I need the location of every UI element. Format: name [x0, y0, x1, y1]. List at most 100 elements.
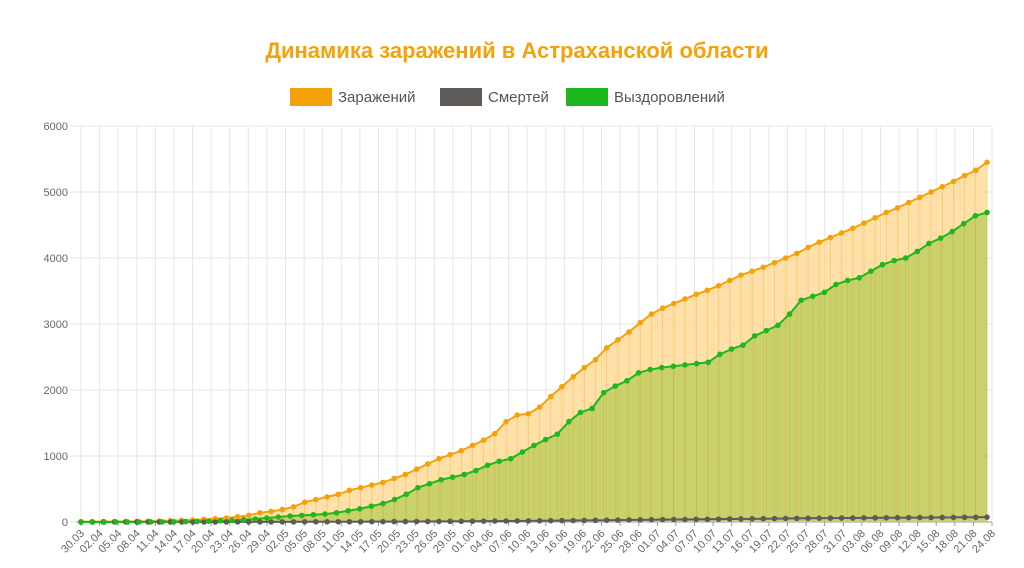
point-deaths[interactable] [928, 514, 934, 521]
point-infected[interactable] [794, 250, 800, 257]
point-infected[interactable] [357, 484, 364, 491]
point-recovered[interactable] [229, 517, 235, 524]
point-infected[interactable] [894, 205, 901, 211]
point-recovered[interactable] [484, 462, 491, 469]
point-recovered[interactable] [368, 503, 375, 509]
point-infected[interactable] [391, 475, 397, 482]
point-deaths[interactable] [402, 518, 409, 525]
point-deaths[interactable] [715, 516, 722, 522]
legend-label-infected[interactable]: Заражений [338, 89, 416, 106]
point-recovered[interactable] [322, 511, 328, 517]
point-deaths[interactable] [704, 516, 711, 523]
point-deaths[interactable] [637, 517, 644, 523]
point-recovered[interactable] [426, 480, 433, 487]
point-deaths[interactable] [492, 518, 498, 524]
point-recovered[interactable] [844, 277, 851, 284]
point-infected[interactable] [905, 199, 912, 206]
point-recovered[interactable] [113, 519, 119, 525]
point-recovered[interactable] [171, 518, 177, 525]
point-deaths[interactable] [536, 518, 543, 524]
point-deaths[interactable] [447, 518, 453, 525]
point-infected[interactable] [458, 447, 465, 454]
point-infected[interactable] [380, 479, 386, 486]
point-infected[interactable] [671, 300, 677, 307]
point-deaths[interactable] [726, 516, 733, 522]
point-recovered[interactable] [136, 519, 142, 525]
legend-label-deaths[interactable]: Смертей [488, 89, 549, 106]
point-deaths[interactable] [872, 515, 878, 521]
point-deaths[interactable] [782, 515, 789, 522]
point-recovered[interactable] [147, 519, 154, 525]
point-infected[interactable] [984, 159, 990, 166]
point-recovered[interactable] [124, 519, 131, 525]
point-deaths[interactable] [659, 516, 666, 523]
point-recovered[interactable] [717, 351, 723, 358]
point-infected[interactable] [827, 234, 834, 241]
point-recovered[interactable] [449, 474, 456, 480]
point-recovered[interactable] [240, 516, 247, 523]
point-recovered[interactable] [647, 366, 653, 373]
point-deaths[interactable] [749, 516, 755, 522]
point-recovered[interactable] [264, 515, 270, 521]
point-deaths[interactable] [525, 518, 532, 524]
point-infected[interactable] [939, 183, 946, 190]
point-recovered[interactable] [809, 293, 816, 300]
point-recovered[interactable] [496, 458, 502, 465]
point-recovered[interactable] [612, 383, 619, 389]
point-infected[interactable] [738, 272, 744, 278]
point-recovered[interactable] [275, 514, 282, 520]
point-infected[interactable] [503, 418, 509, 425]
point-infected[interactable] [402, 471, 409, 478]
point-deaths[interactable] [268, 519, 274, 525]
point-infected[interactable] [245, 512, 252, 519]
point-recovered[interactable] [740, 342, 746, 348]
point-recovered[interactable] [879, 261, 886, 268]
point-recovered[interactable] [775, 322, 781, 329]
point-recovered[interactable] [531, 442, 537, 449]
point-deaths[interactable] [961, 514, 968, 521]
point-recovered[interactable] [635, 370, 642, 376]
point-infected[interactable] [547, 393, 554, 400]
point-recovered[interactable] [728, 346, 735, 352]
point-infected[interactable] [849, 225, 856, 232]
point-recovered[interactable] [507, 455, 514, 462]
point-deaths[interactable] [861, 515, 867, 521]
point-deaths[interactable] [581, 517, 588, 524]
point-recovered[interactable] [403, 491, 410, 498]
point-deaths[interactable] [290, 519, 297, 525]
point-infected[interactable] [469, 442, 476, 449]
point-deaths[interactable] [570, 517, 576, 524]
point-infected[interactable] [917, 194, 923, 201]
point-recovered[interactable] [821, 289, 828, 296]
point-infected[interactable] [782, 255, 789, 261]
point-deaths[interactable] [671, 516, 677, 523]
point-deaths[interactable] [201, 519, 207, 525]
point-infected[interactable] [268, 508, 274, 515]
point-infected[interactable] [424, 461, 431, 467]
point-deaths[interactable] [771, 515, 778, 522]
point-deaths[interactable] [648, 516, 655, 523]
point-recovered[interactable] [78, 519, 84, 525]
point-recovered[interactable] [577, 409, 584, 416]
point-deaths[interactable] [917, 514, 923, 521]
point-infected[interactable] [324, 494, 330, 500]
point-recovered[interactable] [554, 431, 561, 438]
point-recovered[interactable] [751, 333, 758, 339]
point-deaths[interactable] [682, 516, 688, 523]
point-infected[interactable] [436, 455, 442, 462]
point-deaths[interactable] [950, 514, 957, 521]
point-infected[interactable] [973, 167, 979, 174]
point-recovered[interactable] [937, 235, 944, 242]
point-recovered[interactable] [519, 449, 526, 455]
point-deaths[interactable] [827, 515, 834, 521]
point-infected[interactable] [301, 499, 308, 506]
point-recovered[interactable] [380, 500, 386, 507]
point-deaths[interactable] [905, 514, 912, 521]
point-deaths[interactable] [547, 517, 554, 524]
legend-swatch-deaths[interactable] [440, 88, 482, 106]
point-recovered[interactable] [960, 220, 967, 227]
point-deaths[interactable] [738, 516, 744, 522]
point-deaths[interactable] [816, 515, 823, 521]
point-recovered[interactable] [182, 518, 189, 525]
point-infected[interactable] [861, 220, 867, 226]
